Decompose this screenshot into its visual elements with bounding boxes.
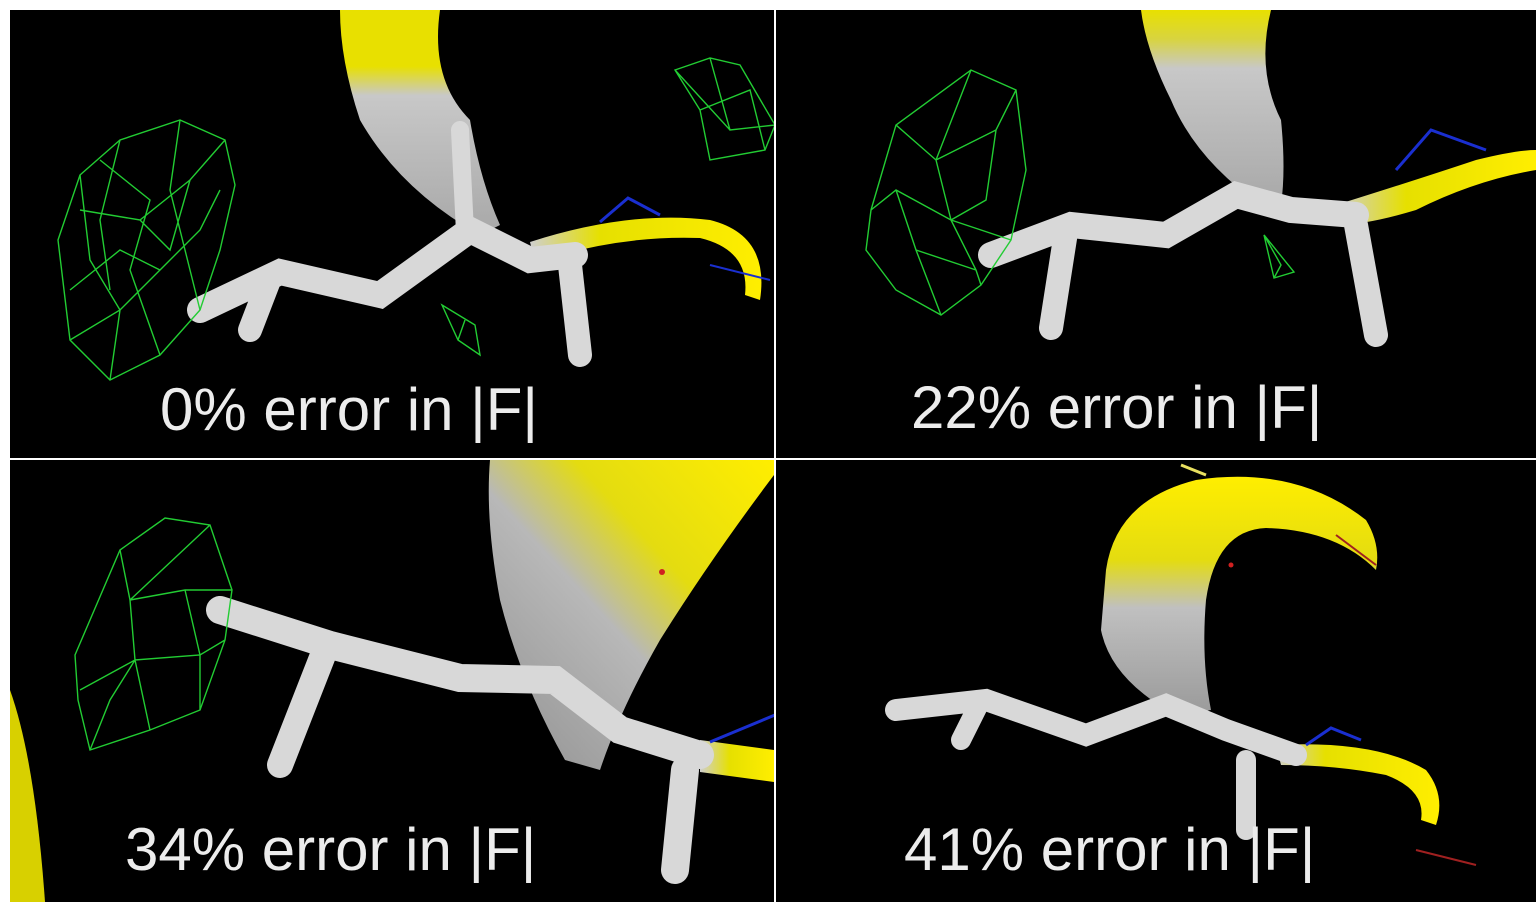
stick-model <box>978 181 1388 347</box>
small-mesh <box>440 57 774 357</box>
small-mesh <box>1263 234 1296 279</box>
panel-41-percent: 41% error in |F| <box>776 460 1536 902</box>
stick-model <box>885 688 1307 840</box>
blue-bond <box>1305 726 1362 747</box>
helix-ribbon <box>1101 476 1378 715</box>
molecule-render <box>10 460 774 902</box>
ribbon-tail <box>530 217 762 300</box>
ribbon-tail <box>1336 150 1536 225</box>
blue-bond <box>1394 128 1487 171</box>
panel-caption: 34% error in |F| <box>125 816 537 883</box>
panel-caption: 41% error in |F| <box>904 816 1316 883</box>
helix-ribbon <box>340 10 500 235</box>
helix-ribbon <box>1141 10 1284 205</box>
ribbon-tail <box>700 740 774 782</box>
ribbon-edge <box>10 690 45 902</box>
red-bond <box>1415 849 1477 866</box>
panel-34-percent: 34% error in |F| <box>10 460 774 902</box>
molecule-render <box>865 10 1536 347</box>
stick-model <box>206 596 714 884</box>
red-atom <box>1228 562 1234 568</box>
panel-0-percent: 0% error in |F| <box>10 10 774 458</box>
red-bond <box>1335 534 1377 566</box>
blue-bond <box>599 196 661 224</box>
density-mesh <box>74 517 233 751</box>
ribbon-tail <box>1276 744 1440 825</box>
panel-22-percent: 22% error in |F| <box>776 10 1536 458</box>
panel-caption: 22% error in |F| <box>911 374 1323 441</box>
red-atom <box>659 569 665 575</box>
density-mesh <box>57 119 236 381</box>
molecule-render <box>57 10 774 381</box>
stick-model <box>187 121 592 367</box>
density-mesh <box>865 69 1027 316</box>
panel-caption: 0% error in |F| <box>160 376 538 443</box>
blue-bond <box>709 713 774 744</box>
molecule-render <box>885 463 1477 866</box>
